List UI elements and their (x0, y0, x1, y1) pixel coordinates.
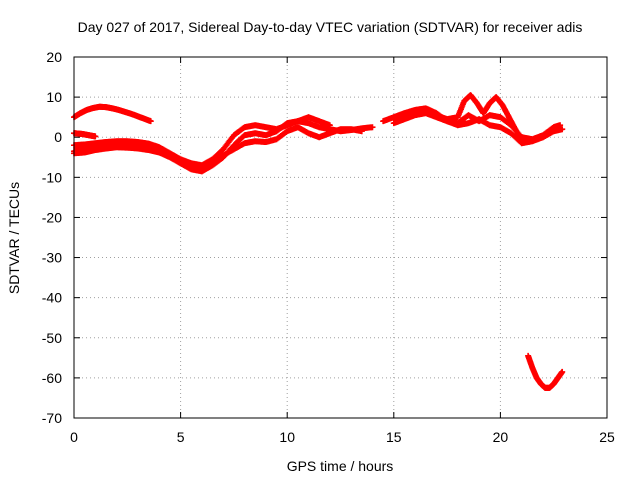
y-tick-label: -50 (42, 330, 62, 346)
y-tick-label: -60 (42, 370, 62, 386)
y-tick-label: -20 (42, 209, 62, 225)
data-point (358, 128, 365, 135)
plot-frame (73, 56, 608, 419)
data-point (92, 133, 99, 140)
x-tick-label: 0 (70, 429, 78, 445)
data-point (559, 368, 566, 375)
series-arc-upper-early (71, 103, 154, 125)
x-tick-label: 25 (599, 429, 615, 445)
data-point (559, 126, 566, 133)
series-arc-afternoon-c (390, 110, 566, 147)
x-tick-label: 5 (177, 429, 185, 445)
x-tick-label: 10 (279, 429, 295, 445)
y-tick-label: 20 (46, 49, 62, 65)
y-tick-label: -30 (42, 250, 62, 266)
y-axis-title: SDTVAR / TECUs (6, 182, 22, 294)
series-arc-main-c (71, 114, 333, 169)
y-tick-label: -70 (42, 410, 62, 426)
data-point (326, 122, 333, 129)
y-tick-label: 10 (46, 89, 62, 105)
x-tick-label: 20 (493, 429, 509, 445)
data-point (369, 124, 376, 131)
axis-ticks: 20 10 0 -10 -20 -30 -40 -50 -60 -70 0 5 10 15 20 25 (42, 49, 615, 445)
y-tick-label: -40 (42, 290, 62, 306)
y-tick-label: 0 (54, 129, 62, 145)
series-arc-low-outlier (525, 352, 566, 391)
data-series (71, 92, 566, 391)
x-tick-label: 15 (386, 429, 402, 445)
x-axis-title: GPS time / hours (287, 458, 394, 474)
y-tick-label: -10 (42, 169, 62, 185)
chart-title: Day 027 of 2017, Sidereal Day-to-day VTE… (78, 19, 583, 35)
data-point (147, 118, 154, 125)
